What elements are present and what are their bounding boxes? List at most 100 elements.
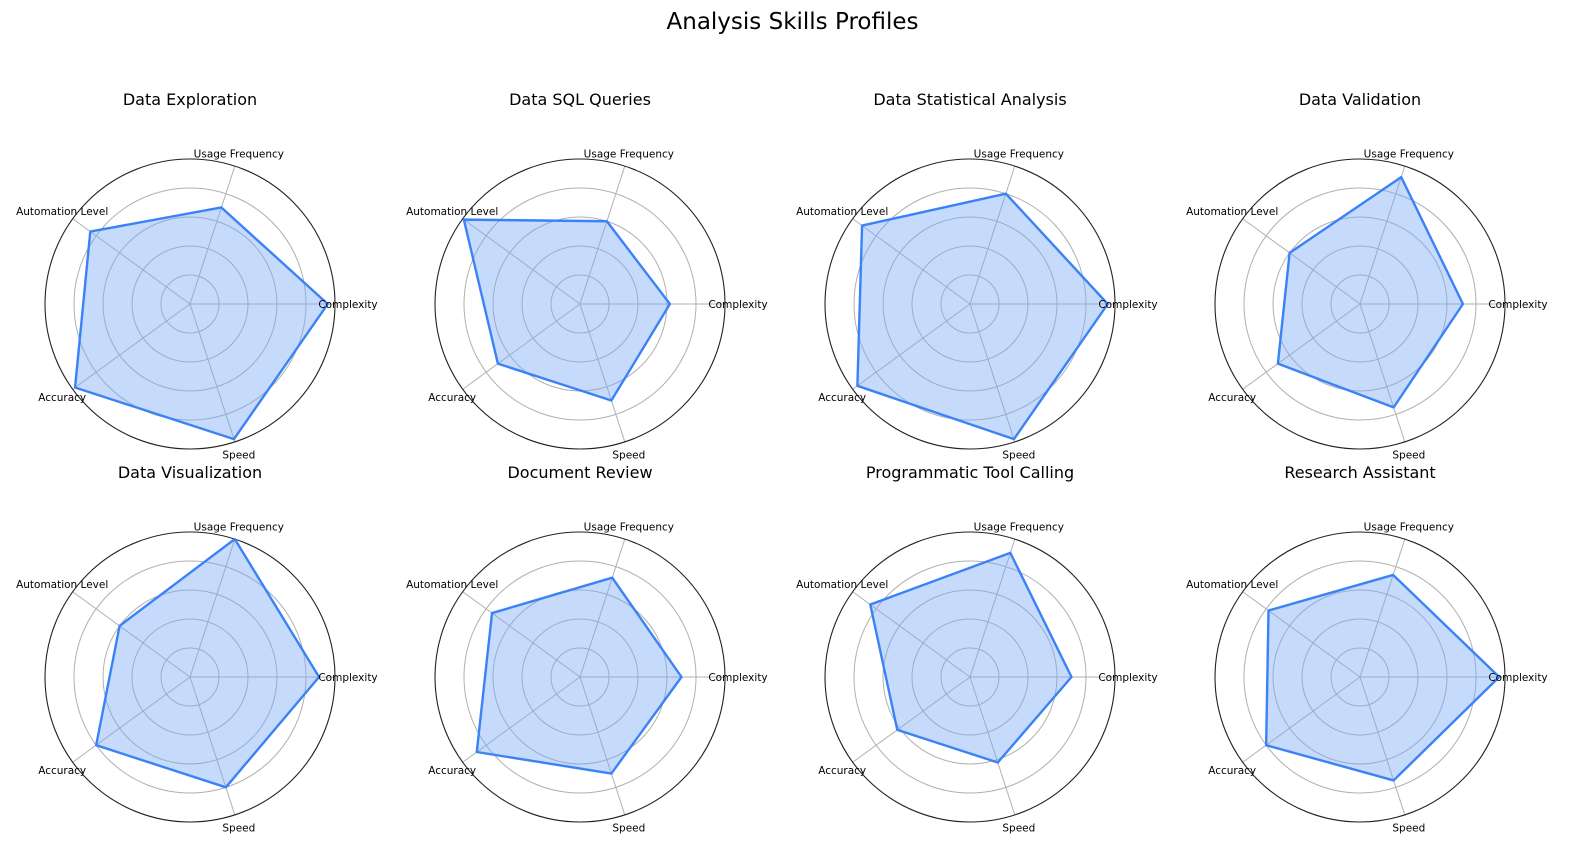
panel-title: Research Assistant	[1284, 463, 1435, 482]
panel-title: Data SQL Queries	[509, 90, 651, 109]
radar-panel-research-assistant: Research Assistant Complexity Usage Freque…	[1186, 463, 1548, 834]
data-series-polygon	[73, 206, 329, 441]
axis-label-accuracy: Accuracy	[428, 765, 476, 777]
axis-label-automation-level: Automation Level	[406, 206, 498, 218]
axis-label-automation-level: Automation Level	[796, 206, 888, 218]
spoke	[852, 591, 971, 678]
spoke	[462, 303, 581, 390]
spoke	[579, 676, 626, 816]
spoke	[579, 303, 626, 443]
axis-label-automation-level: Automation Level	[406, 579, 498, 591]
spoke	[1359, 676, 1406, 816]
spoke	[72, 591, 191, 678]
axis-label-complexity: Complexity	[318, 299, 377, 311]
data-series-polygon	[1264, 573, 1501, 782]
outer-ring	[824, 158, 1116, 450]
spoke	[969, 303, 1016, 443]
data-series-polygon	[1276, 175, 1465, 409]
axis-label-complexity: Complexity	[318, 672, 377, 684]
figure-title: Analysis Skills Profiles	[667, 9, 919, 35]
spoke	[189, 165, 236, 305]
panel-title: Document Review	[507, 463, 652, 482]
spoke	[1242, 303, 1361, 390]
data-series-polygon	[869, 551, 1073, 764]
axis-label-automation-level: Automation Level	[796, 579, 888, 591]
axis-label-complexity: Complexity	[1488, 299, 1547, 311]
axis-label-speed: Speed	[1392, 449, 1425, 461]
spoke	[852, 218, 971, 305]
spoke	[189, 676, 236, 816]
axis-label-accuracy: Accuracy	[818, 765, 866, 777]
axis-label-complexity: Complexity	[708, 672, 767, 684]
spoke	[1242, 591, 1361, 678]
spoke	[1359, 303, 1406, 443]
axis-label-accuracy: Accuracy	[38, 392, 86, 404]
spoke	[969, 165, 1016, 305]
spoke	[969, 676, 1016, 816]
axis-label-usage-frequency: Usage Frequency	[1364, 149, 1454, 161]
axis-label-accuracy: Accuracy	[38, 765, 86, 777]
outer-ring	[434, 531, 726, 823]
axis-label-accuracy: Accuracy	[1208, 765, 1256, 777]
outer-ring	[1214, 531, 1506, 823]
axis-label-usage-frequency: Usage Frequency	[584, 522, 674, 534]
spoke	[969, 538, 1016, 678]
spoke	[462, 591, 581, 678]
outer-ring	[824, 531, 1116, 823]
outer-ring	[1214, 158, 1506, 450]
axis-label-usage-frequency: Usage Frequency	[974, 522, 1064, 534]
axis-label-automation-level: Automation Level	[1186, 579, 1278, 591]
spoke	[72, 303, 191, 390]
axis-label-usage-frequency: Usage Frequency	[194, 149, 284, 161]
axis-label-accuracy: Accuracy	[428, 392, 476, 404]
radar-panel-data-visualization: Data Visualization Complexity Usage Freque…	[16, 463, 378, 834]
axis-label-usage-frequency: Usage Frequency	[584, 149, 674, 161]
radar-panel-data-sql-queries: Data SQL Queries Complexity Usage Frequenc…	[406, 90, 768, 461]
spoke	[852, 303, 971, 390]
axis-label-automation-level: Automation Level	[16, 206, 108, 218]
radar-panel-data-statistical-analysis: Data Statistical Analysis Complexity Usage…	[796, 90, 1158, 461]
axis-label-speed: Speed	[222, 449, 255, 461]
radar-panel-programmatic-tool-calling: Programmatic Tool Calling Complexity Usage…	[796, 463, 1158, 834]
spoke	[462, 218, 581, 305]
axis-label-automation-level: Automation Level	[16, 579, 108, 591]
outer-ring	[434, 158, 726, 450]
spoke	[462, 676, 581, 763]
axis-label-speed: Speed	[612, 822, 645, 834]
spoke	[852, 676, 971, 763]
spoke	[72, 676, 191, 763]
axis-label-usage-frequency: Usage Frequency	[194, 522, 284, 534]
axis-label-accuracy: Accuracy	[1208, 392, 1256, 404]
spoke	[72, 218, 191, 305]
axis-label-complexity: Complexity	[1488, 672, 1547, 684]
panel-title: Data Exploration	[123, 90, 257, 109]
data-series-polygon	[94, 537, 321, 789]
axis-label-complexity: Complexity	[1098, 299, 1157, 311]
panel-title: Data Validation	[1299, 90, 1421, 109]
axis-label-speed: Speed	[222, 822, 255, 834]
data-series-polygon	[856, 192, 1109, 441]
axis-label-accuracy: Accuracy	[818, 392, 866, 404]
spoke	[1242, 676, 1361, 763]
outer-ring	[44, 531, 336, 823]
data-series-polygon	[475, 576, 683, 775]
outer-ring	[44, 158, 336, 450]
radar-panel-data-exploration: Data Exploration Complexity Usage Frequenc…	[16, 90, 378, 461]
spoke	[1359, 538, 1406, 678]
panel-title: Programmatic Tool Calling	[866, 463, 1074, 482]
axis-label-speed: Speed	[1002, 822, 1035, 834]
spoke	[1359, 165, 1406, 305]
axis-label-complexity: Complexity	[1098, 672, 1157, 684]
spoke	[189, 538, 236, 678]
radar-panel-document-review: Document Review Complexity Usage Frequency…	[406, 463, 768, 834]
spoke	[579, 165, 626, 305]
spoke	[1242, 218, 1361, 305]
axis-label-speed: Speed	[612, 449, 645, 461]
axis-label-speed: Speed	[1002, 449, 1035, 461]
data-series-polygon	[462, 218, 672, 402]
radar-panel-data-validation: Data Validation Complexity Usage Frequency…	[1186, 90, 1548, 461]
axis-label-automation-level: Automation Level	[1186, 206, 1278, 218]
axis-label-complexity: Complexity	[708, 299, 767, 311]
panel-title: Data Visualization	[118, 463, 262, 482]
